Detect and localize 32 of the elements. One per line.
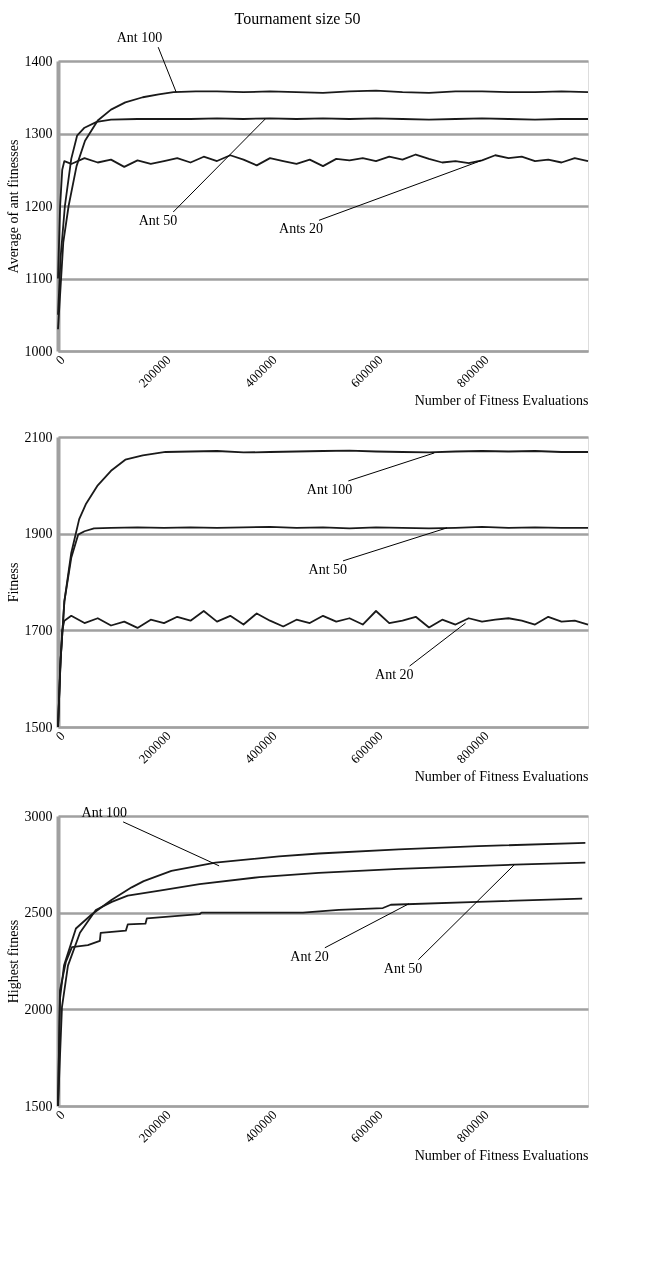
x-axis-title: Number of Fitness Evaluations [414, 1148, 589, 1164]
y-tick-label: 2500 [24, 905, 53, 921]
x-tick-label: 0 [52, 1107, 68, 1123]
x-tick-label: 0 [52, 352, 68, 368]
y-tick-label: 1100 [25, 271, 53, 286]
y-axis-title: Average of ant fitnesses [5, 139, 21, 274]
annotation: Ants 20 [279, 221, 323, 237]
y-tick-label: 1500 [24, 1098, 53, 1114]
annotation: Ant 100 [81, 804, 128, 820]
y-tick-label: 3000 [24, 808, 53, 824]
y-tick-label: 1400 [24, 53, 53, 69]
x-tick-label: 0 [52, 728, 68, 744]
y-tick-label: 2100 [24, 429, 53, 445]
annotation: Ant 20 [375, 667, 414, 683]
annotation: Ant 50 [138, 213, 178, 228]
y-axis-title: Fitness [5, 562, 21, 603]
chart-title: Tournament size 50 [234, 9, 361, 27]
annotation: Ant 50 [308, 561, 348, 577]
y-tick-label: 1900 [24, 526, 53, 542]
annotation: Ant 100 [306, 481, 353, 497]
x-axis-title: Number of Fitness Evaluations [414, 393, 589, 409]
y-tick-label: 1700 [24, 622, 53, 638]
y-axis-title: Highest fitness [5, 919, 21, 1004]
y-tick-label: 1500 [24, 719, 53, 735]
y-tick-label: 1000 [24, 343, 53, 359]
annotation: Ant 100 [116, 30, 163, 46]
y-tick-label: 1300 [24, 126, 53, 141]
annotation: Ant 50 [383, 960, 423, 976]
annotation: Ant 20 [290, 948, 329, 964]
y-tick-label: 2000 [24, 1001, 53, 1017]
x-axis-title: Number of Fitness Evaluations [414, 769, 589, 785]
y-tick-label: 1200 [24, 198, 53, 214]
